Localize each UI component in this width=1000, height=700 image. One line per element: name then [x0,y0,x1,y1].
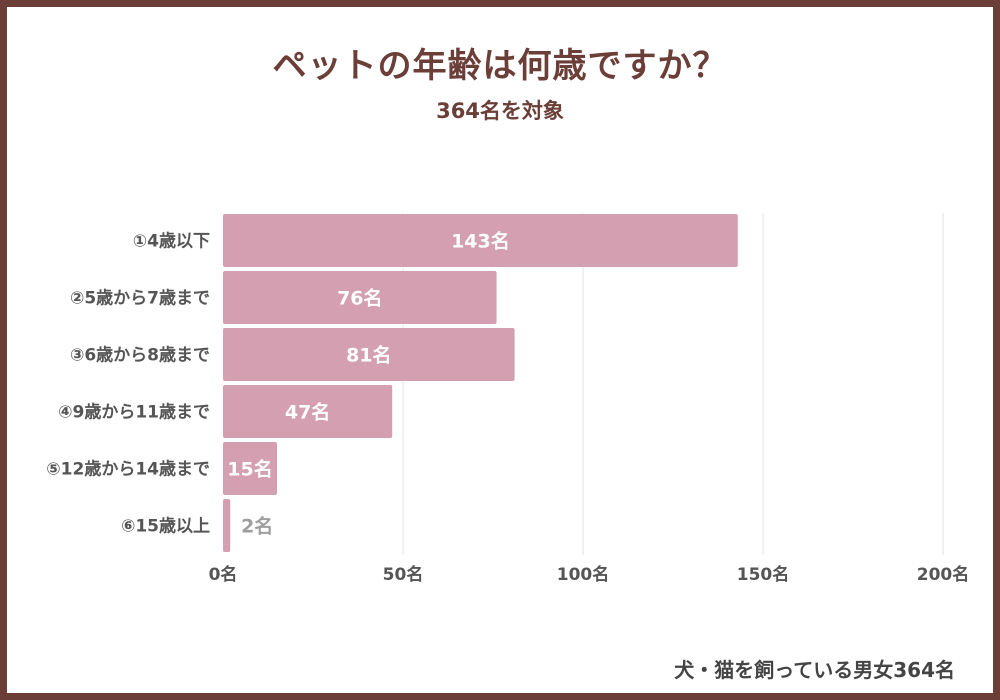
chart-title: ペットの年齢は何歳ですか？ [272,46,728,86]
bar [223,271,497,324]
category-label: ③6歳から8歳まで [70,345,210,366]
x-tick-label: 200名 [917,564,970,585]
value-label: 2名 [241,515,273,538]
value-label: 47名 [285,401,330,424]
bar [223,328,515,381]
value-label: 15名 [227,458,272,481]
category-label: ④9歳から11歳まで [58,402,210,423]
value-label: 81名 [346,344,391,367]
x-tick-label: 50名 [383,564,424,585]
bar [223,385,393,438]
value-label: 143名 [451,230,510,253]
footnote: 犬・猫を飼っている男女364名 [674,658,955,682]
category-label: ⑥15歳以上 [121,516,210,537]
category-label: ⑤12歳から14歳まで [46,459,210,480]
category-label: ②5歳から7歳まで [70,288,210,309]
value-label: 76名 [337,287,382,310]
bar [223,499,231,552]
chart-subtitle: 364名を対象 [436,99,564,123]
category-label: ①4歳以下 [133,231,210,252]
x-tick-label: 150名 [737,564,790,585]
bar [223,214,738,267]
bar [223,442,277,495]
x-tick-label: 100名 [557,564,610,585]
x-tick-label: 0名 [209,564,238,585]
